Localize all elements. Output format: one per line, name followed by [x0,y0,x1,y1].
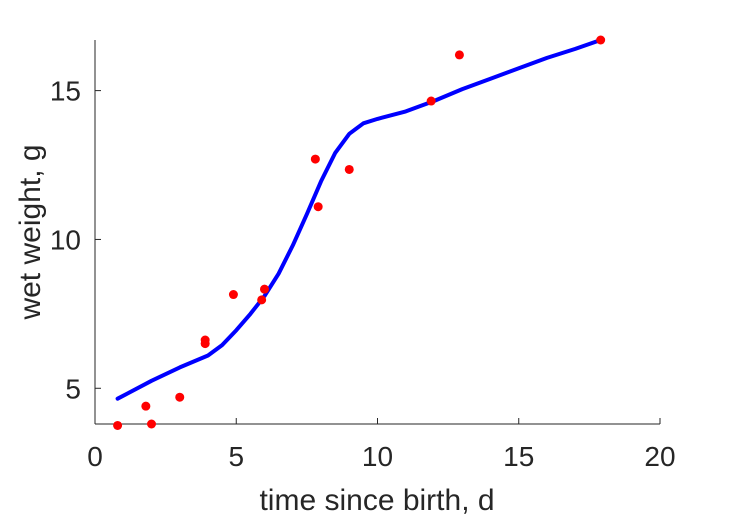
x-tick-label: 15 [503,441,534,472]
data-point [454,50,464,60]
data-point [310,154,320,164]
y-axis-label: wet weight, g [14,144,47,320]
y-tick-label: 5 [65,373,81,404]
y-tick-label: 10 [50,224,81,255]
data-point [426,96,436,106]
x-tick-label: 10 [362,441,393,472]
x-tick-label: 5 [228,441,244,472]
y-tick-label: 15 [50,76,81,107]
data-point [344,164,354,174]
x-axis-label: time since birth, d [259,484,494,517]
data-point [113,420,123,430]
data-point [147,419,156,429]
data-point [141,401,151,411]
data-point [200,335,210,345]
x-tick-label: 0 [87,441,103,472]
data-point [257,295,267,305]
data-point [596,35,606,45]
x-tick-labels: 0 5 10 15 20 [87,441,675,472]
y-tick-labels: 5 10 15 [50,76,81,405]
axes [94,40,661,425]
x-tick-label: 20 [644,441,675,472]
data-point [260,284,269,294]
data-point [175,392,185,402]
data-point [228,290,238,300]
plot-area [113,35,606,430]
fit-curve [115,38,603,401]
data-point [313,202,323,212]
